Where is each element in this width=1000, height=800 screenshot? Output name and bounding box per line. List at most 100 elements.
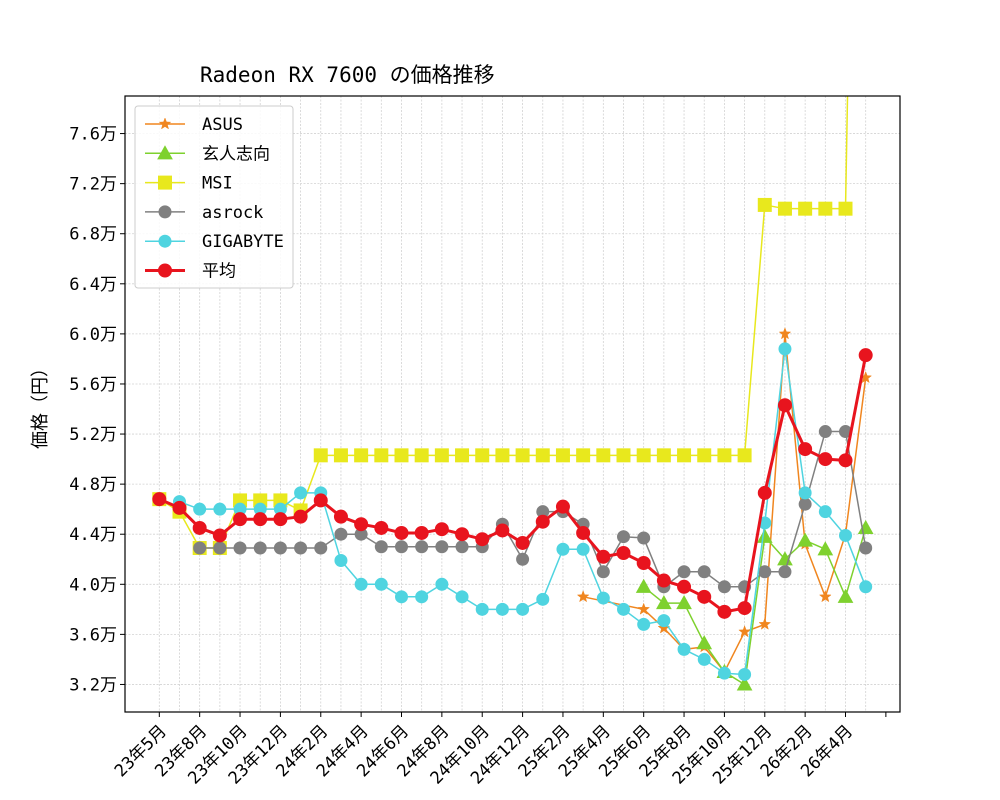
legend-entry: ASUS [145, 115, 243, 135]
series-3-point [617, 530, 631, 544]
y-tick-label: 6.8万 [69, 225, 117, 245]
series-1-point [837, 588, 854, 603]
y-tick-label: 6.0万 [69, 325, 117, 345]
series-2-point [414, 448, 429, 463]
series-0-point [738, 625, 751, 638]
y-tick-label: 4.4万 [69, 525, 117, 545]
series-2-point [576, 448, 591, 463]
series-lines [152, 96, 874, 691]
series-5-point [555, 499, 570, 514]
series-4-point [778, 342, 792, 356]
series-5-point [434, 522, 449, 537]
series-5-point [838, 453, 853, 468]
series-4-point [717, 666, 731, 680]
series-2-point [737, 448, 752, 463]
series-4-point [536, 592, 550, 606]
series-4-point [657, 614, 671, 628]
series-4-point [455, 590, 469, 604]
series-5-point [737, 601, 752, 616]
legend-swatch-marker [157, 145, 173, 160]
series-3-point [253, 541, 267, 555]
series-2-point [717, 448, 732, 463]
series-2-point [515, 448, 530, 463]
legend-entry: 玄人志向 [145, 144, 270, 164]
chart-title: Radeon RX 7600 の価格推移 [200, 63, 495, 87]
series-3-point [233, 541, 247, 555]
series-4-point [818, 505, 832, 519]
series-2-point [656, 448, 671, 463]
y-tick-label: 7.2万 [69, 175, 117, 195]
series-2-point [777, 201, 792, 216]
series-5-point [192, 520, 207, 535]
series-2-point [798, 201, 813, 216]
y-tick-label: 3.6万 [69, 625, 117, 645]
series-1-point [676, 595, 692, 610]
series-4-point [677, 642, 691, 656]
series-5-point [273, 512, 288, 527]
series-4-point [294, 486, 308, 500]
series-3-point [596, 565, 610, 579]
series-2-point [636, 448, 651, 463]
legend-swatch-marker [158, 117, 172, 130]
series-2-point [475, 448, 490, 463]
series-2-point [333, 448, 348, 463]
series-5-point [313, 493, 328, 508]
series-3-point [374, 540, 388, 554]
series-5-point [233, 512, 248, 527]
series-5-point [293, 509, 308, 524]
series-5-point [858, 348, 873, 363]
series-2-point [616, 448, 631, 463]
series-4-point [495, 602, 509, 616]
series-5-point [777, 398, 792, 413]
series-3-point [455, 540, 469, 554]
series-3-point [758, 565, 772, 579]
series-3-point [415, 540, 429, 554]
series-5-point [354, 517, 369, 532]
series-2-point [495, 448, 510, 463]
series-2-point [535, 448, 550, 463]
series-2-point [394, 448, 409, 463]
series-2-point [555, 448, 570, 463]
series-5-point [212, 528, 227, 543]
legend-label: 平均 [202, 262, 236, 282]
legend-swatch-marker [158, 205, 172, 219]
series-4-point [415, 590, 429, 604]
legend-entry: MSI [145, 174, 233, 194]
y-tick-label: 5.2万 [69, 425, 117, 445]
series-2-point [838, 201, 853, 216]
series-2-point [596, 448, 611, 463]
series-4-point [839, 528, 853, 542]
series-4-point [617, 602, 631, 616]
series-5-point [677, 579, 692, 594]
series-3-point [516, 552, 530, 566]
series-4-point [556, 542, 570, 556]
series-1-point [656, 595, 672, 610]
series-5-point [616, 545, 631, 560]
series-1-point [696, 635, 713, 650]
series-5-point [152, 492, 167, 507]
series-2-point [757, 197, 772, 212]
series-5-point [697, 589, 712, 604]
series-5-point [495, 523, 510, 538]
series-5-point [717, 604, 732, 619]
series-4 [172, 342, 873, 681]
y-tick-label: 4.0万 [69, 575, 117, 595]
series-5-point [414, 525, 429, 540]
series-3-point [818, 425, 832, 439]
series-3-point [294, 541, 308, 555]
series-1-point [817, 541, 834, 556]
series-4-point [394, 590, 408, 604]
series-2-point [818, 201, 833, 216]
series-3-point [637, 531, 651, 545]
series-2-point [374, 448, 389, 463]
series-2-point [313, 448, 328, 463]
series-3-point [334, 527, 348, 541]
series-5 [152, 348, 873, 619]
series-0-point [778, 327, 792, 340]
legend-label: GIGABYTE [202, 232, 284, 252]
series-4-point [576, 542, 590, 556]
series-4-point [596, 591, 610, 605]
series-4-point [738, 667, 752, 681]
y-axis-label: 価格（円） [30, 359, 51, 449]
series-2-point [697, 448, 712, 463]
